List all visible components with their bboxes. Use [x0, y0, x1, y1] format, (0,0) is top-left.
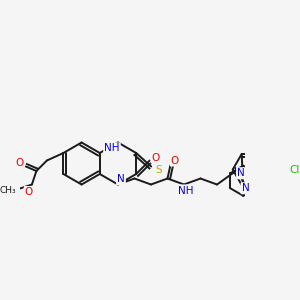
- Text: O: O: [15, 158, 23, 168]
- Text: CH₃: CH₃: [0, 186, 16, 195]
- Text: N: N: [242, 183, 249, 193]
- Text: O: O: [152, 152, 160, 163]
- Text: N: N: [117, 174, 125, 184]
- Text: Cl: Cl: [289, 164, 299, 175]
- Text: S: S: [155, 164, 162, 175]
- Text: O: O: [25, 187, 33, 197]
- Text: NH: NH: [178, 185, 193, 196]
- Text: O: O: [171, 155, 179, 166]
- Text: NH: NH: [104, 143, 120, 154]
- Text: N: N: [237, 168, 245, 178]
